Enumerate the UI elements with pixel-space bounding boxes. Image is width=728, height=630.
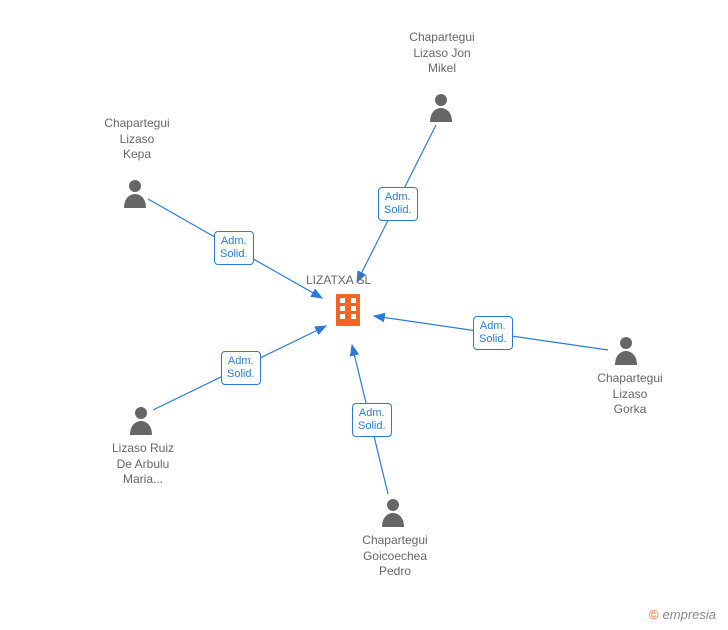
person-label: Chapartegui Lizaso Jon Mikel <box>397 30 487 77</box>
company-icon <box>332 292 364 333</box>
edge-label: Adm. Solid. <box>473 316 513 350</box>
person-label: Chapartegui Lizaso Gorka <box>590 371 670 418</box>
person-icon <box>613 335 639 365</box>
edge-label: Adm. Solid. <box>221 351 261 385</box>
copyright-symbol: © <box>649 607 659 622</box>
edge-label: Adm. Solid. <box>352 403 392 437</box>
edge-label: Adm. Solid. <box>214 231 254 265</box>
person-label: Lizaso Ruiz De Arbulu Maria... <box>103 441 183 488</box>
person-icon <box>380 497 406 527</box>
copyright: © empresia <box>649 607 716 622</box>
person-icon <box>122 178 148 208</box>
edge-label: Adm. Solid. <box>378 187 418 221</box>
person-label: Chapartegui Lizaso Kepa <box>97 116 177 163</box>
person-icon <box>128 405 154 435</box>
company-label: LIZATXA SL <box>306 273 371 287</box>
person-icon <box>428 92 454 122</box>
person-label: Chapartegui Goicoechea Pedro <box>352 533 438 580</box>
copyright-text: empresia <box>663 607 716 622</box>
